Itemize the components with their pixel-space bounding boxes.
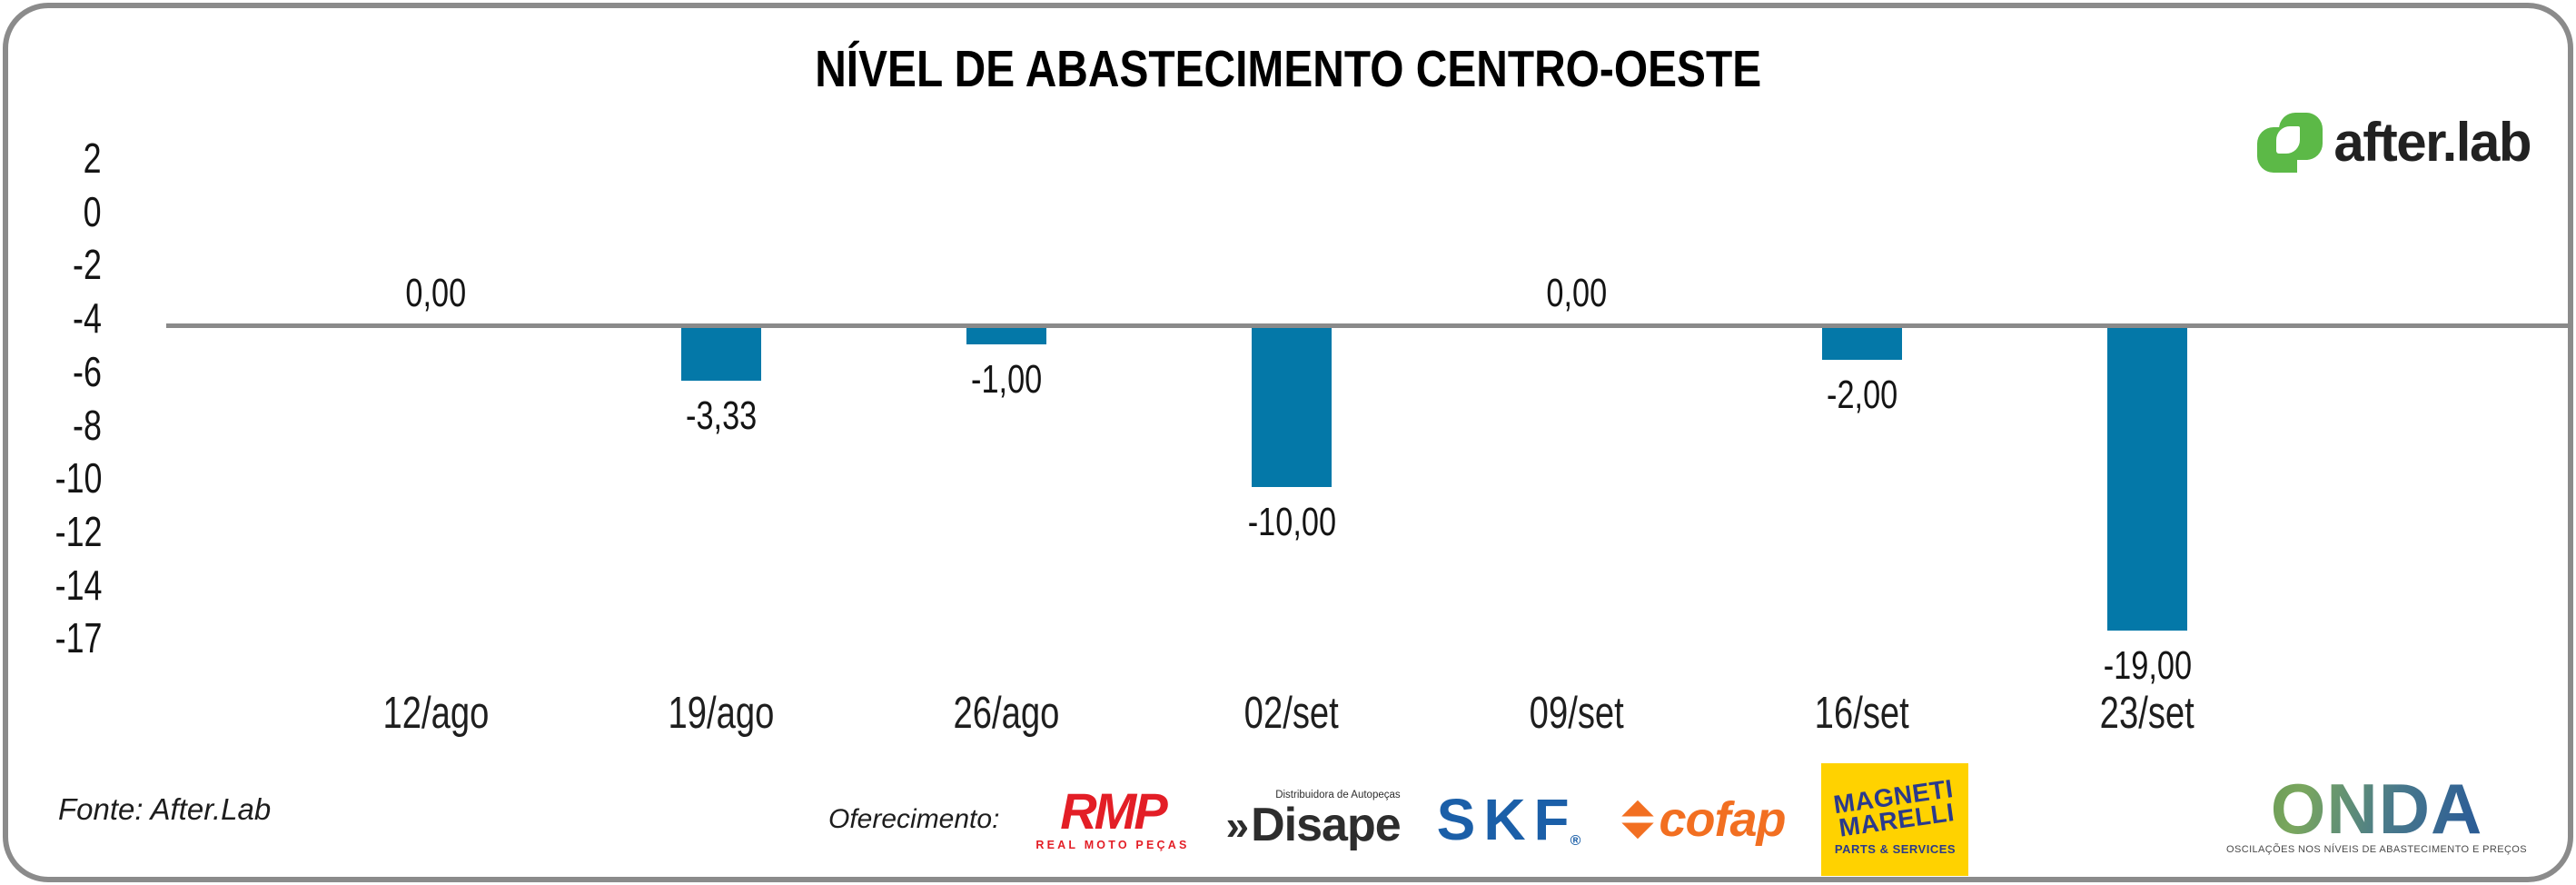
registered-mark: ® [1570,833,1581,849]
y-axis-tick-label: 0 [84,188,102,235]
x-axis-tick-label: 09/set [1529,689,1625,738]
x-axis-tick-label: 12/ago [382,689,490,738]
sponsors-row: Oferecimento: RMP REAL MOTO PEÇAS Distri… [828,760,1969,880]
rmp-logo-text: RMP [1060,781,1167,840]
chart-column: 0,00 12/ago [293,0,579,885]
cofap-name: cofap [1659,792,1786,847]
onda-logo-tagline: OSCILAÇÕES NOS NÍVEIS DE ABASTECIMENTO E… [2226,844,2527,855]
chart-title-text: NÍVEL DE ABASTECIMENTO CENTRO-OESTE [815,40,1761,98]
y-axis-tick-label: -8 [73,402,102,449]
sponsor-logo-cofap: cofap [1619,792,1786,847]
chart-column: -3,33 19/ago [579,0,864,885]
y-axis-tick-label: -14 [54,562,102,609]
chart-title: NÍVEL DE ABASTECIMENTO CENTRO-OESTE [0,40,2576,98]
parts-services-label: PARTS & SERVICES [1834,842,1957,856]
plot-area: 0,00 12/ago -3,33 19/ago -1,00 26/ago -10,00 02… [293,0,2290,885]
chart-column: -19,00 23/set [2005,0,2290,885]
value-label: -19,00 [2103,643,2192,688]
afterlab-leaf-icon [2257,112,2323,173]
afterlab-logo-text: after.lab [2333,112,2531,173]
disape-logo-subtext: Distribuidora de Autopeças [1275,790,1401,800]
y-axis: 2 0 -2 -4 -6 -8 -10 -12 -14 -17 [0,0,102,885]
x-axis-tick-label: 26/ago [953,689,1060,738]
x-axis-tick-label: 19/ago [668,689,775,738]
zero-axis-line [166,323,2571,328]
bar-19/ago [681,328,761,381]
value-label: -2,00 [1826,373,1898,417]
value-label: -10,00 [1247,500,1336,544]
bar-23/set [2107,328,2187,631]
onda-logo-text: ONDA [2226,773,2527,844]
y-axis-tick-label: -12 [54,508,102,555]
double-chevron-icon: » [1225,801,1250,849]
bar-16/set [1822,328,1902,360]
magneti-marelli-wordmark: MAGNETI MARELLI [1832,774,1958,842]
value-label: 0,00 [405,271,467,315]
y-axis-tick-label: -17 [54,614,102,661]
sponsor-logo-magneti-marelli: MAGNETI MARELLI PARTS & SERVICES [1821,763,1969,876]
chart-column: -1,00 26/ago [864,0,1149,885]
y-axis-tick-label: -4 [73,294,102,342]
bar-02/set [1252,328,1332,487]
chart-column: 0,00 09/set [1434,0,1719,885]
value-label: 0,00 [1546,271,1608,315]
skf-name: SKF [1436,787,1578,852]
y-axis-tick-label: 2 [84,134,102,182]
value-label: -3,33 [685,393,758,438]
onda-logo: ONDA OSCILAÇÕES NOS NÍVEIS DE ABASTECIME… [2226,773,2527,855]
leaf-cutout [2276,125,2301,154]
disape-logo-text: » Disape [1225,799,1402,851]
chart-column: -10,00 02/set [1149,0,1434,885]
x-axis-tick-label: 02/set [1243,689,1340,738]
chart-column: -2,00 16/set [1719,0,2005,885]
x-axis-tick-label: 23/set [2099,689,2195,738]
disape-name: Disape [1251,799,1402,851]
bar-26/ago [966,328,1046,344]
source-label: Fonte: After.Lab [58,792,272,826]
x-axis-tick-label: 16/set [1814,689,1910,738]
value-label: -1,00 [970,357,1043,402]
sponsor-logo-disape: Distribuidora de Autopeças » Disape [1225,790,1402,851]
y-axis-tick-label: -10 [54,454,102,502]
y-axis-tick-label: -2 [73,241,102,288]
sponsor-logo-rmp: RMP REAL MOTO PEÇAS [1035,781,1190,851]
sponsors-label: Oferecimento: [828,804,1000,834]
rmp-logo-subtext: REAL MOTO PEÇAS [1035,838,1190,851]
y-axis-tick-label: -6 [73,348,102,395]
sponsor-logo-skf: SKF® [1437,786,1589,853]
cofap-arrows-icon [1619,800,1658,840]
afterlab-logo: after.lab [2257,111,2531,174]
